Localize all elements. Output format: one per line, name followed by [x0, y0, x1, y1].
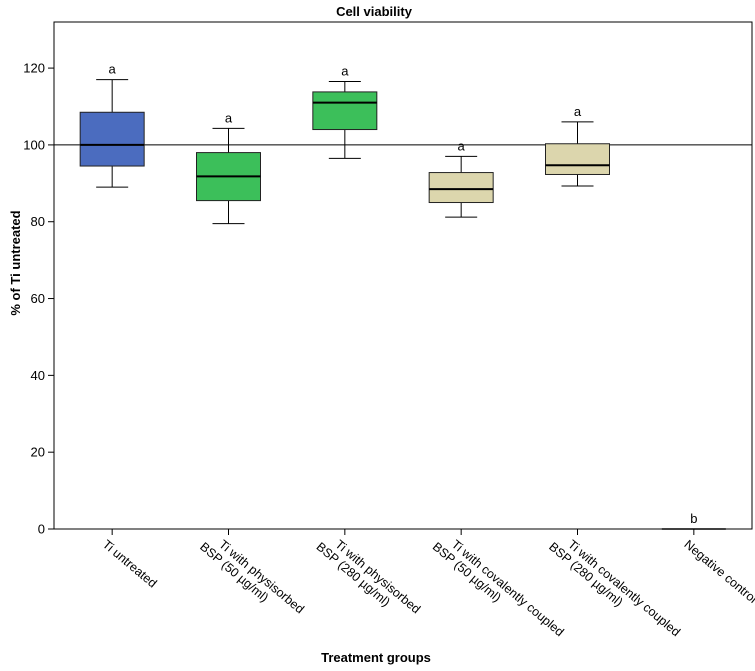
significance-letter: a [574, 104, 582, 119]
category-label: Ti with physisorbedBSP (50 µg/ml) [197, 529, 307, 627]
category-label: Ti with covalently coupledBSP (280 µg/ml… [546, 529, 683, 650]
category-label: Ti with physisorbedBSP (280 µg/ml) [314, 529, 424, 627]
chart-title: Cell viability [336, 4, 413, 19]
box [312, 91, 378, 131]
x-axis-label: Treatment groups [321, 650, 431, 665]
category-label-line: Negative control [681, 537, 755, 606]
significance-letter: a [341, 64, 349, 79]
y-tick-label: 100 [23, 137, 45, 152]
category-label-line: Ti with covalently coupled [565, 537, 683, 639]
category-label: Negative control [681, 537, 755, 606]
y-tick-label: 20 [31, 445, 45, 460]
significance-letter: a [109, 62, 117, 77]
category-label-line: Ti untreated [100, 537, 160, 590]
significance-letter: a [458, 138, 466, 153]
y-tick-label: 80 [31, 214, 45, 229]
significance-letter: b [690, 511, 697, 526]
box-group: a Ti with covalently coupledBSP (50 µg/ml… [428, 138, 567, 650]
category-label: Ti untreated [100, 537, 160, 590]
box [428, 172, 494, 204]
box [79, 111, 145, 167]
box-group: a Ti with physisorbedBSP (50 µg/ml) [196, 110, 307, 627]
y-tick-label: 60 [31, 291, 45, 306]
plot-area: 0 20 40 60 80 100 120 a Ti untreated a Ti with phy… [23, 21, 755, 650]
plot-frame [53, 21, 753, 530]
box-group: a Ti with physisorbedBSP (280 µg/ml) [312, 64, 424, 627]
y-axis-label: % of Ti untreated [8, 210, 23, 315]
y-tick-label: 0 [38, 522, 45, 537]
y-tick-label: 120 [23, 61, 45, 76]
box-group: b Negative control [661, 511, 755, 606]
box-group: a Ti untreated [79, 62, 160, 591]
category-label: Ti with covalently coupledBSP (50 µg/ml) [430, 529, 567, 650]
y-tick-label: 40 [31, 368, 45, 383]
significance-letter: a [225, 110, 233, 125]
box [545, 143, 610, 175]
box-group: a Ti with covalently coupledBSP (280 µg/m… [545, 104, 683, 650]
